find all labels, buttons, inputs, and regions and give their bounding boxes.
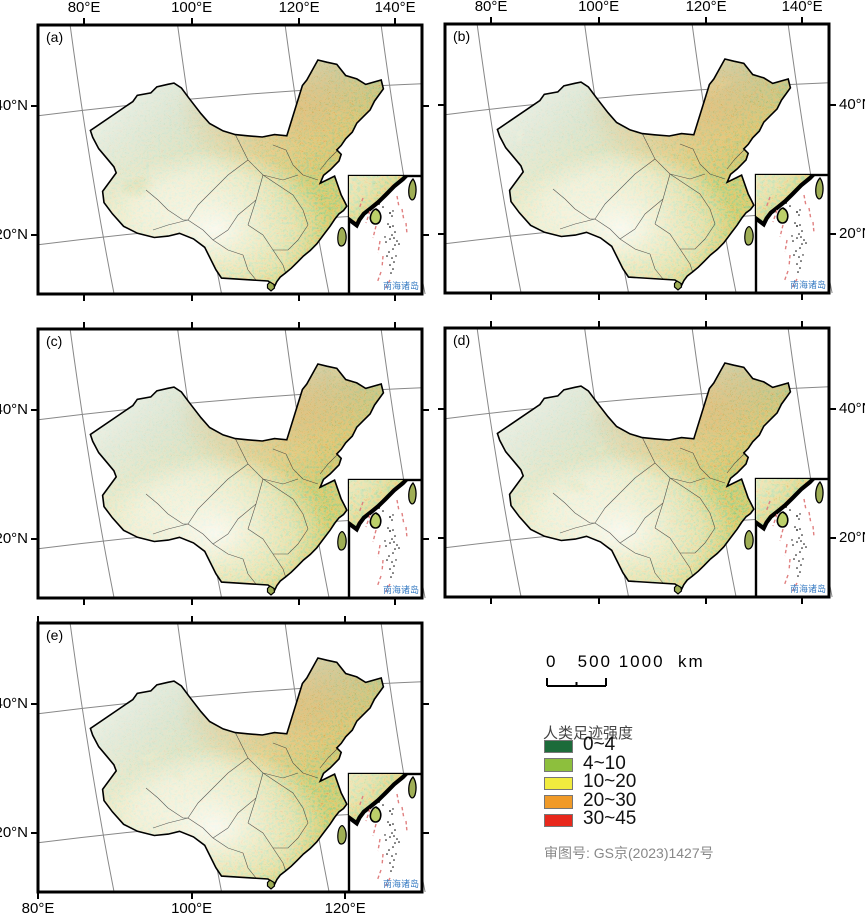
svg-text:南海诸岛: 南海诸岛 (790, 583, 826, 594)
svg-text:(b): (b) (453, 28, 470, 44)
svg-text:(d): (d) (453, 332, 470, 348)
svg-text:(a): (a) (46, 29, 63, 45)
svg-text:南海诸岛: 南海诸岛 (383, 878, 419, 889)
svg-text:南海诸岛: 南海诸岛 (383, 280, 419, 291)
svg-text:(e): (e) (46, 627, 63, 643)
svg-text:(c): (c) (46, 333, 62, 349)
svg-text:南海诸岛: 南海诸岛 (383, 584, 419, 595)
svg-text:南海诸岛: 南海诸岛 (790, 279, 826, 290)
